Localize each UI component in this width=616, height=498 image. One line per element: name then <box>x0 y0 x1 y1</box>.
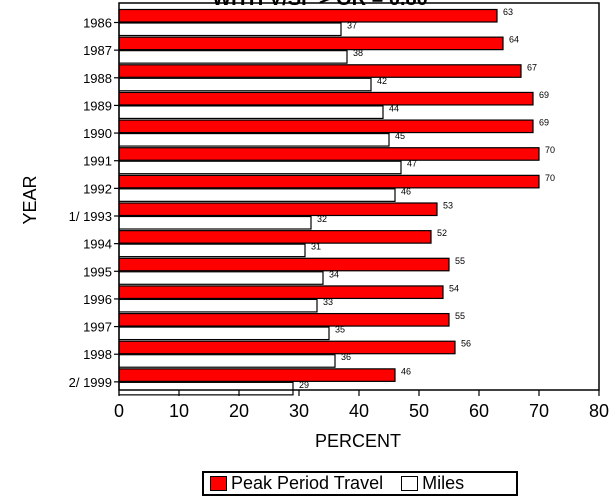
bar-miles <box>118 132 390 147</box>
bar-peak-period-travel <box>118 230 432 244</box>
bar-peak-period-travel <box>118 119 534 134</box>
x-tick-label: 0 <box>114 401 124 421</box>
bar-miles <box>118 105 384 120</box>
data-label: 52 <box>437 228 447 238</box>
data-label: 42 <box>377 76 387 86</box>
data-label: 34 <box>329 269 339 279</box>
data-label: 33 <box>323 297 333 307</box>
bar-miles <box>118 160 402 175</box>
chart-title: WITH V/SF > OR = 0.80 <box>212 0 428 10</box>
bar-peak-period-travel <box>118 174 540 189</box>
y-tick-label: 1996 <box>83 292 112 307</box>
y-tick-label: 1994 <box>83 237 112 252</box>
x-tick-label: 30 <box>289 401 309 421</box>
data-label: 56 <box>461 339 471 349</box>
bar-peak-period-travel <box>118 312 450 327</box>
x-tick-label: 50 <box>409 401 429 421</box>
legend-item-miles: Miles <box>401 473 464 494</box>
y-tick-label: 1992 <box>83 181 112 196</box>
y-tick-label: 1989 <box>83 98 112 113</box>
data-label: 45 <box>395 131 405 141</box>
data-label: 32 <box>317 214 327 224</box>
data-label: 31 <box>311 242 321 252</box>
legend-label: Peak Period Travel <box>231 473 384 493</box>
x-tick-label: 20 <box>229 401 249 421</box>
bar-peak-period-travel <box>118 340 456 355</box>
y-tick-label: 1997 <box>83 320 112 335</box>
data-label: 54 <box>449 283 459 293</box>
data-label: 70 <box>545 145 555 155</box>
data-label: 55 <box>455 256 465 266</box>
x-tick-label: 10 <box>169 401 189 421</box>
y-tick-label: 1/ 1993 <box>69 209 112 224</box>
y-tick-label: 1987 <box>83 43 112 58</box>
y-tick-label: 2/ 1999 <box>69 375 112 390</box>
bar-miles <box>118 77 372 92</box>
bar-peak-period-travel <box>118 36 504 51</box>
y-tick-label: 1988 <box>83 71 112 86</box>
legend-label: Miles <box>422 473 465 493</box>
x-tick-label: 40 <box>349 401 369 421</box>
bar-miles <box>118 298 318 313</box>
y-tick-label: 1998 <box>83 347 112 362</box>
data-label: 35 <box>335 325 345 335</box>
bar-peak-period-travel <box>118 285 444 300</box>
bar-miles <box>118 381 294 396</box>
legend-swatch-red <box>210 476 227 491</box>
x-tick-label: 70 <box>529 401 549 421</box>
bar-peak-period-travel <box>118 368 396 382</box>
data-label: 69 <box>539 118 549 128</box>
data-label: 53 <box>443 201 453 211</box>
bar-miles <box>118 326 330 341</box>
bar-miles <box>118 243 306 258</box>
bar-peak-period-travel <box>118 64 522 78</box>
bar-miles <box>118 215 312 230</box>
data-label: 63 <box>503 7 513 17</box>
data-label: 69 <box>539 90 549 100</box>
data-label: 37 <box>347 21 357 31</box>
data-label: 29 <box>299 380 309 390</box>
bar-miles <box>118 188 396 202</box>
bar-miles <box>118 354 336 368</box>
data-label: 38 <box>353 48 363 58</box>
data-label: 44 <box>389 103 399 113</box>
x-tick-label: 60 <box>469 401 489 421</box>
bar-peak-period-travel <box>118 257 450 272</box>
bar-peak-period-travel <box>118 147 540 161</box>
y-tick-label: 1995 <box>83 264 112 279</box>
data-label: 36 <box>341 352 351 362</box>
y-axis-label: YEAR <box>20 175 40 224</box>
bar-peak-period-travel <box>118 8 498 23</box>
x-axis-label: PERCENT <box>315 431 401 451</box>
data-label: 46 <box>401 366 411 376</box>
bar-miles <box>118 22 342 37</box>
data-label: 55 <box>455 311 465 321</box>
bars-group: 63 37 64 38 67 42 69 44 69 45 70 47 70 46 53 32 52 31 55 34… <box>118 7 555 396</box>
data-label: 70 <box>545 173 555 183</box>
bar-peak-period-travel <box>118 202 438 217</box>
x-tick-label: 80 <box>589 401 609 421</box>
data-label: 46 <box>401 186 411 196</box>
axis-ticks-group: 1986 1987 1988 1989 1990 1991 1992 1/ 1993 1994 1… <box>69 16 609 422</box>
bar-peak-period-travel <box>118 91 534 106</box>
chart-legend: Peak Period Travel Miles <box>202 471 518 496</box>
y-tick-label: 1991 <box>83 154 112 169</box>
legend-item-peak-period-travel: Peak Period Travel <box>210 473 383 494</box>
data-label: 47 <box>407 159 417 169</box>
data-label: 64 <box>509 35 519 45</box>
legend-swatch-white <box>401 476 419 491</box>
y-tick-label: 1990 <box>83 126 112 141</box>
y-tick-label: 1986 <box>83 16 112 31</box>
bar-miles <box>118 50 348 64</box>
data-label: 67 <box>527 62 537 72</box>
bar-miles <box>118 271 324 285</box>
